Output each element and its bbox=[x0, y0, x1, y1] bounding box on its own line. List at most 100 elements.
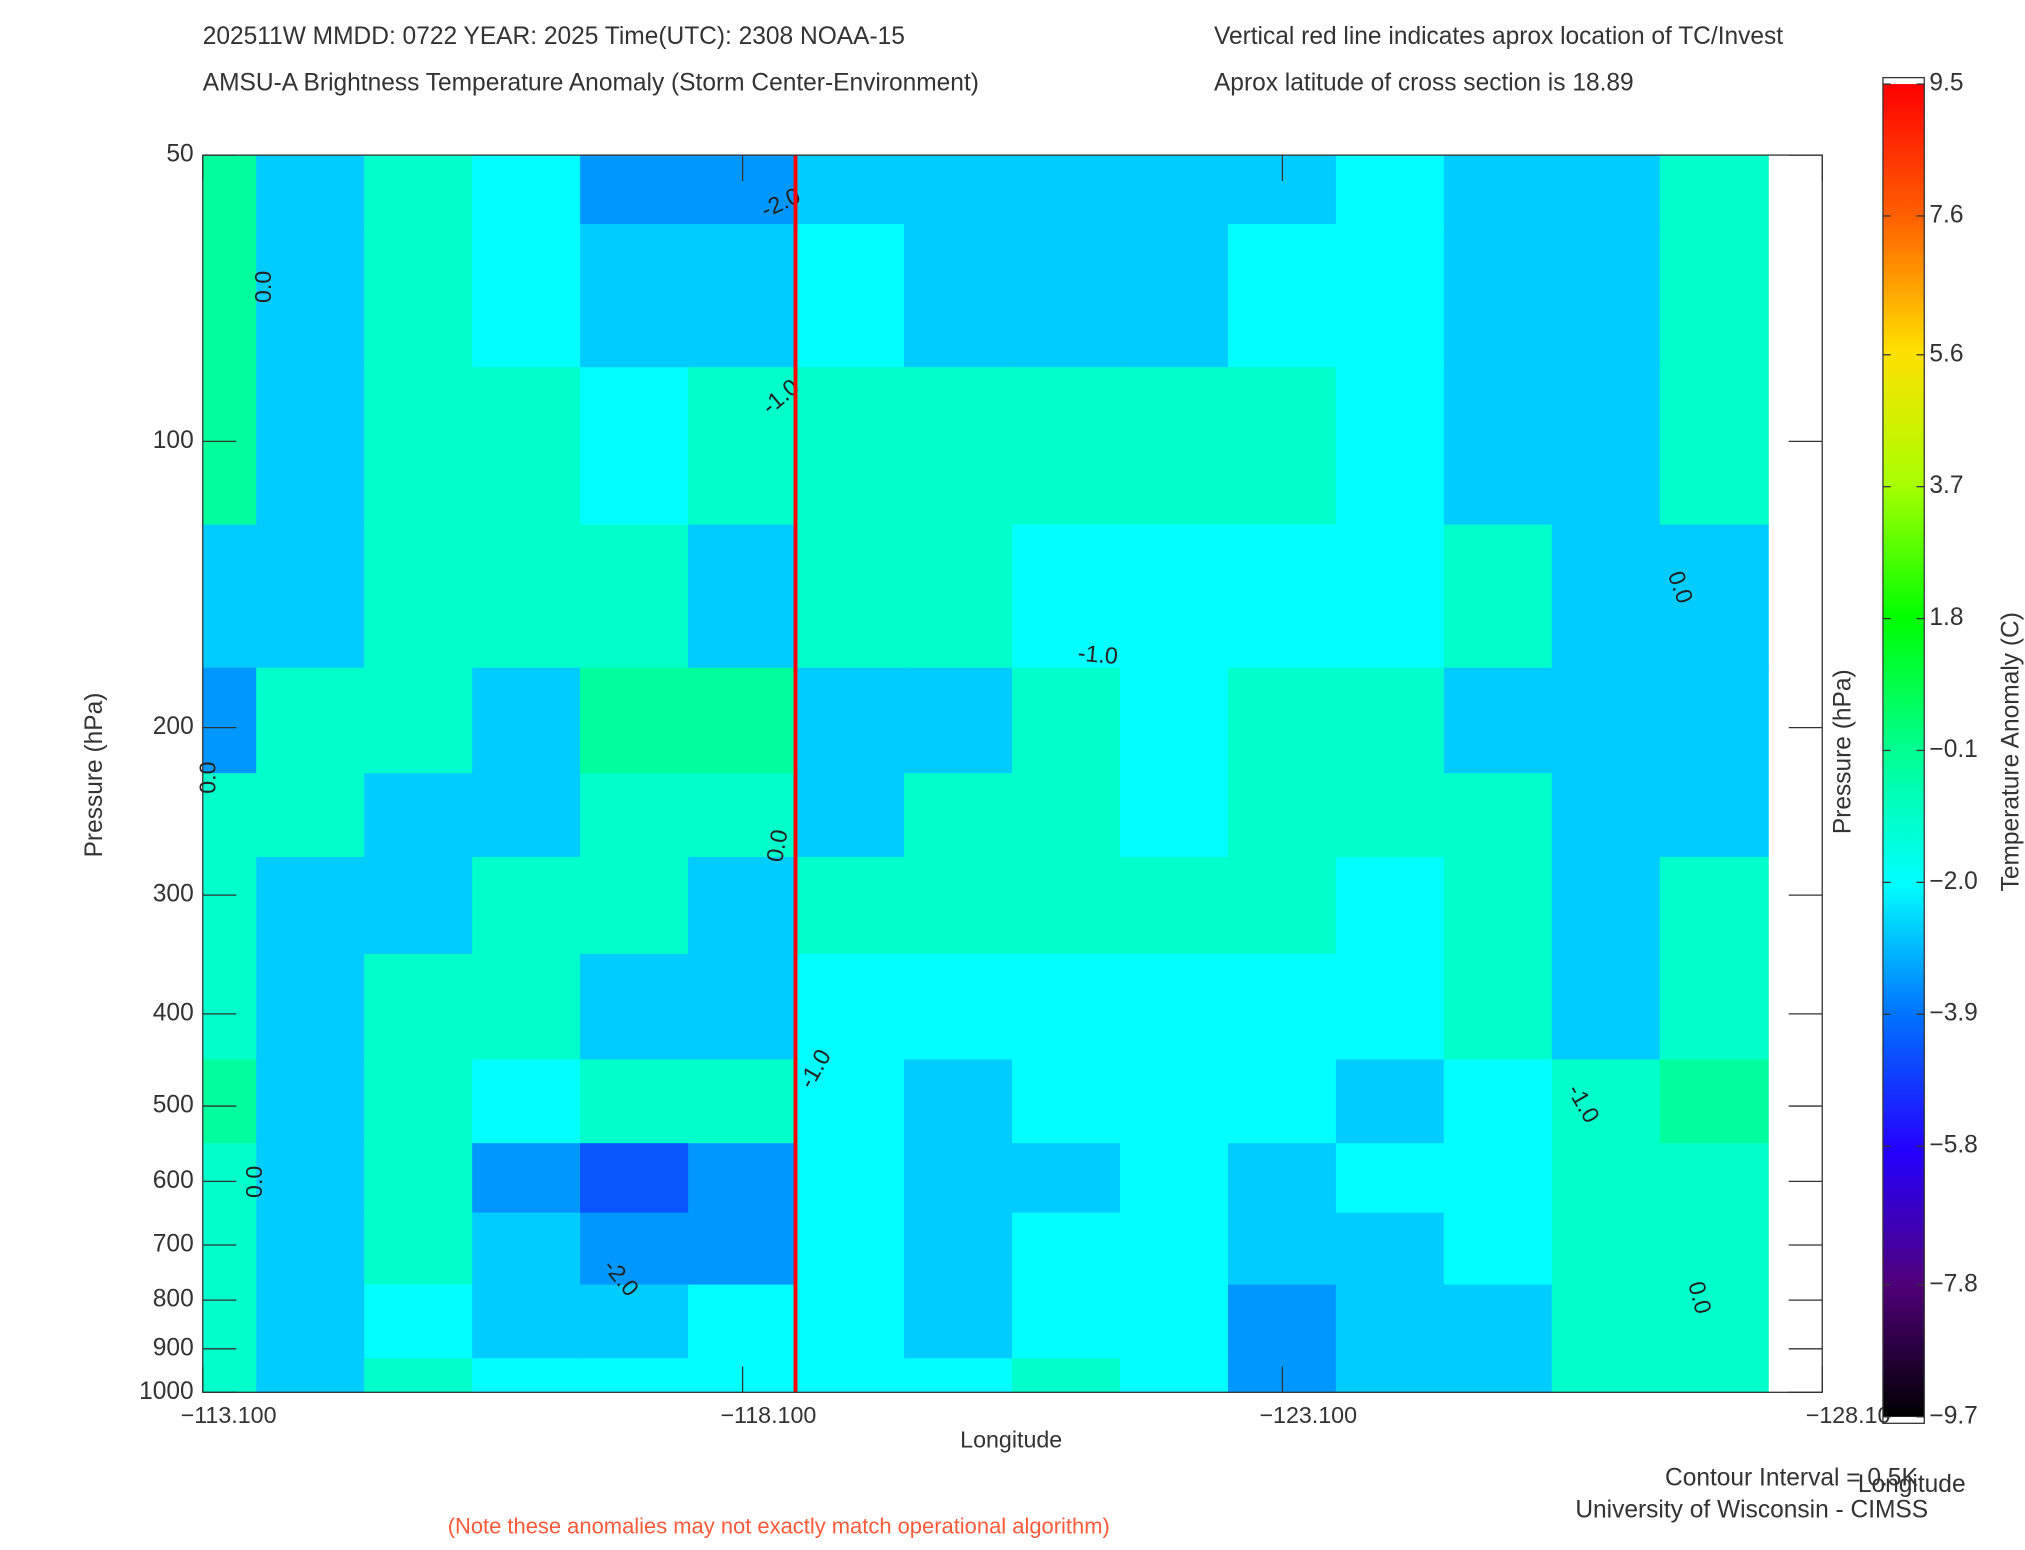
x-tick-label: −118.100 bbox=[720, 1402, 816, 1428]
heatmap-cell bbox=[1011, 155, 1121, 226]
heatmap-cell bbox=[364, 953, 474, 1061]
heatmap-cell bbox=[1443, 1212, 1553, 1286]
heatmap-cell bbox=[580, 524, 690, 669]
heatmap-cell bbox=[796, 1059, 906, 1145]
heatmap-cell bbox=[364, 224, 474, 369]
y-tick-label: 400 bbox=[153, 999, 194, 1026]
heatmap-cell bbox=[580, 667, 690, 775]
heatmap-cell bbox=[1227, 524, 1337, 669]
heatmap-cell bbox=[364, 1284, 474, 1360]
y-tick-label: 500 bbox=[153, 1092, 194, 1119]
heatmap-cell bbox=[580, 1358, 690, 1393]
y-tick-label: 700 bbox=[153, 1230, 194, 1257]
heatmap-cell bbox=[1119, 524, 1229, 669]
heatmap-cell bbox=[1119, 155, 1229, 226]
heatmap-cell bbox=[1443, 224, 1553, 369]
heatmap-cell bbox=[1551, 367, 1661, 526]
heatmap-cell bbox=[580, 155, 690, 226]
heatmap-cell bbox=[904, 1284, 1014, 1360]
heatmap-cell bbox=[472, 1143, 582, 1214]
heatmap-cell bbox=[1551, 953, 1661, 1061]
heatmap-cell bbox=[1335, 667, 1445, 775]
heatmap-cell bbox=[256, 1212, 366, 1286]
heatmap-cell bbox=[364, 155, 474, 226]
heatmap-cell bbox=[1659, 1212, 1769, 1286]
heatmap-cell bbox=[1659, 856, 1769, 956]
heatmap-cell bbox=[904, 1059, 1014, 1145]
heatmap-cell bbox=[1659, 773, 1769, 858]
heatmap-cell bbox=[1011, 773, 1121, 858]
heatmap-cell bbox=[202, 1059, 258, 1145]
y-tick-label: 900 bbox=[153, 1334, 194, 1361]
heatmap-cell bbox=[364, 856, 474, 956]
heatmap-cell bbox=[1335, 1284, 1445, 1360]
heatmap-cell bbox=[1335, 155, 1445, 226]
footer-line: Contour Interval = 0.5K bbox=[1665, 1464, 1918, 1491]
heatmap-cell bbox=[580, 856, 690, 956]
heatmap-cell bbox=[688, 773, 798, 858]
heatmap-cell bbox=[1011, 667, 1121, 775]
heatmap-cell bbox=[1443, 1284, 1553, 1360]
heatmap-cell bbox=[1335, 773, 1445, 858]
heatmap-cell bbox=[796, 1212, 906, 1286]
heatmap-cell bbox=[1119, 367, 1229, 526]
heatmap-cell bbox=[796, 1143, 906, 1214]
heatmap-cell bbox=[796, 524, 906, 669]
colorbar-tick-label: 9.5 bbox=[1929, 70, 1963, 97]
heatmap-cell bbox=[256, 155, 366, 226]
plot-frame bbox=[202, 154, 1823, 1393]
heatmap-cell bbox=[580, 773, 690, 858]
heatmap-cell bbox=[472, 524, 582, 669]
heatmap-cell bbox=[1443, 953, 1553, 1061]
heatmap-cell bbox=[1443, 856, 1553, 956]
heatmap-cell bbox=[580, 1143, 690, 1214]
subtitle-right: Aprox latitude of cross section is 18.89 bbox=[1214, 70, 1634, 97]
footer-line: University of Wisconsin - CIMSS bbox=[1575, 1497, 1928, 1524]
heatmap-cell bbox=[1443, 1358, 1553, 1393]
note: (Note these anomalies may not exactly ma… bbox=[448, 1514, 1110, 1539]
heatmap-cell bbox=[1227, 856, 1337, 956]
heatmap-cell bbox=[1659, 1358, 1769, 1393]
heatmap-cell bbox=[1335, 524, 1445, 669]
heatmap-cell bbox=[580, 1284, 690, 1360]
x-tick-label: −113.100 bbox=[181, 1402, 277, 1428]
heatmap-cell bbox=[202, 856, 258, 956]
x-tick-label: −123.100 bbox=[1259, 1402, 1357, 1428]
contour-label: -1.0 bbox=[1077, 640, 1119, 669]
heatmap-cell bbox=[580, 224, 690, 369]
y-tick-label: 50 bbox=[166, 141, 193, 168]
heatmap-cell bbox=[364, 524, 474, 669]
heatmap-cell bbox=[1011, 856, 1121, 956]
colorbar-tick-label: 3.7 bbox=[1929, 472, 1963, 499]
heatmap-cell bbox=[1659, 224, 1769, 369]
heatmap-cell bbox=[1227, 667, 1337, 775]
corner-label: Longitude bbox=[1858, 1471, 1966, 1498]
heatmap-cell bbox=[1551, 1143, 1661, 1214]
heatmap-cell bbox=[688, 1284, 798, 1360]
heatmap-cell bbox=[1551, 155, 1661, 226]
heatmap-cell bbox=[904, 1212, 1014, 1286]
heatmap-cell bbox=[688, 524, 798, 669]
heatmap-cell bbox=[1335, 953, 1445, 1061]
heatmap-cell bbox=[796, 856, 906, 956]
heatmap-cell bbox=[1227, 367, 1337, 526]
colorbar-tick-label: 1.8 bbox=[1929, 604, 1963, 631]
heatmap-cell bbox=[1119, 773, 1229, 858]
heatmap-cell bbox=[1551, 224, 1661, 369]
heatmap-cell bbox=[688, 224, 798, 369]
heatmap-cell bbox=[904, 155, 1014, 226]
heatmap-cell bbox=[1119, 1212, 1229, 1286]
colorbar-label: Temperature Anomaly (C) bbox=[1998, 612, 2025, 891]
heatmap-cell bbox=[472, 1284, 582, 1360]
heatmap-cell bbox=[1227, 224, 1337, 369]
colorbar-tick-label: 5.6 bbox=[1929, 340, 1963, 367]
heatmap-cell bbox=[1227, 773, 1337, 858]
heatmap-cell bbox=[688, 1143, 798, 1214]
heatmap-cell bbox=[472, 367, 582, 526]
y-tick-label: 1000 bbox=[139, 1378, 194, 1405]
heatmap-cell bbox=[472, 1212, 582, 1286]
heatmap-cell bbox=[1227, 1059, 1337, 1145]
heatmap-cell bbox=[904, 856, 1014, 956]
heatmap-cell bbox=[202, 953, 258, 1061]
heatmap-cell bbox=[202, 1284, 258, 1360]
